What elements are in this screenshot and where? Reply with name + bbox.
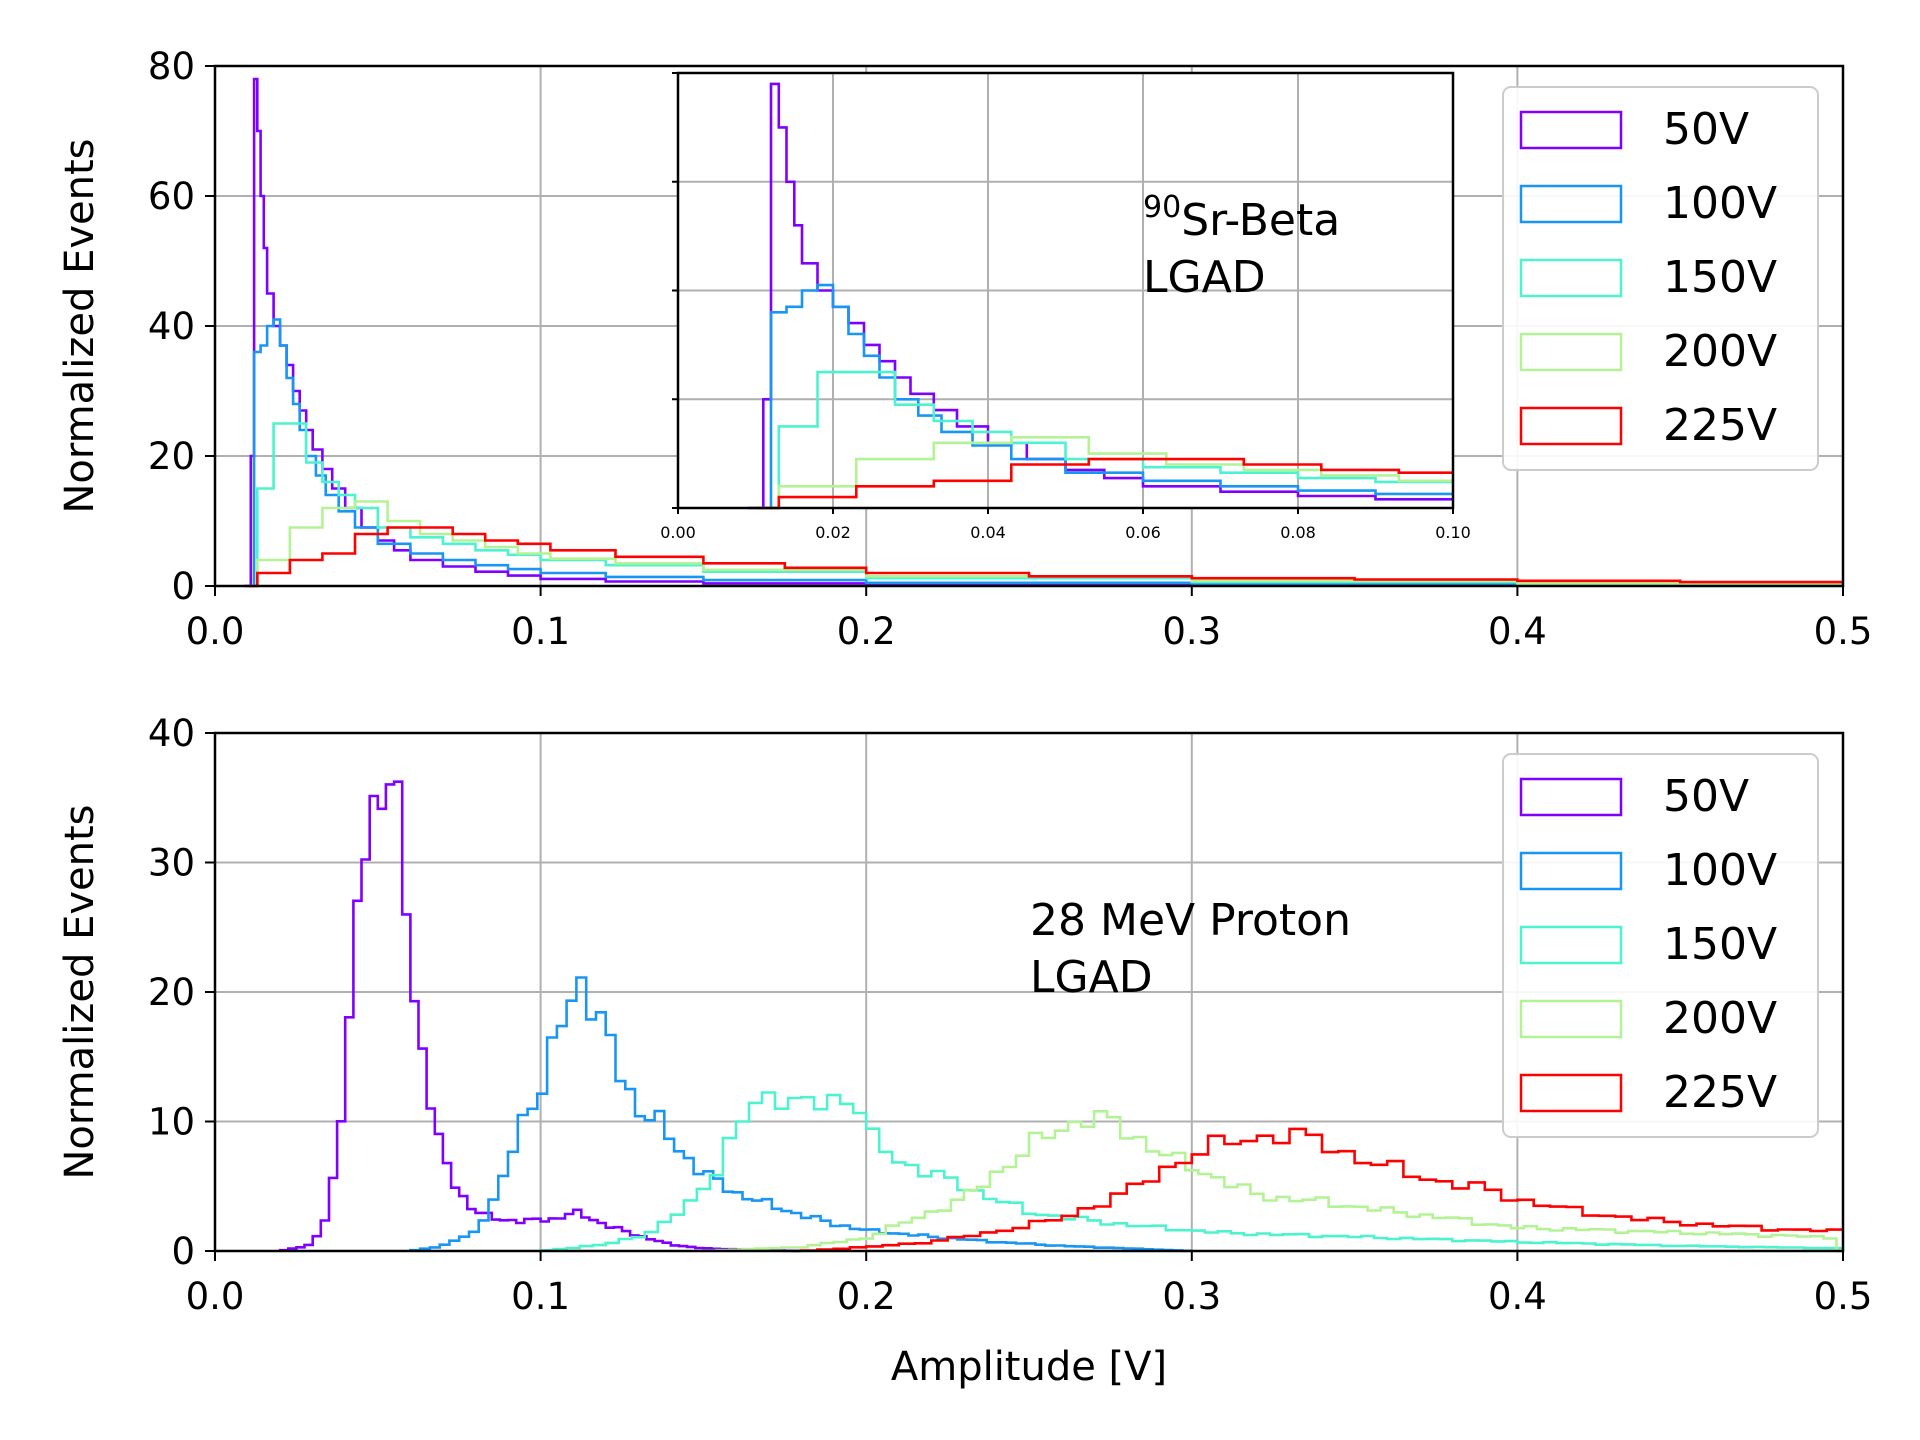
top-xtick-label: 0.1 <box>511 610 570 653</box>
inset-series-100V-step <box>755 283 1453 510</box>
top-legend-frame <box>1502 86 1819 471</box>
bottom-legend-swatch-200V <box>1519 999 1623 1039</box>
bottom-xtick-label: 0.0 <box>186 1275 245 1318</box>
inset-xtick-label: 0.04 <box>970 523 1006 542</box>
top-ytick-label: 40 <box>148 305 195 348</box>
top-ytick-label: 80 <box>148 45 195 88</box>
inset-xtick-label: 0.10 <box>1435 523 1471 542</box>
bottom-legend: 50V 100V 150V 200V 225V <box>1502 753 1819 1138</box>
bottom-xtick-label: 0.4 <box>1488 1275 1547 1318</box>
bottom-series-200V-step <box>702 1110 1843 1253</box>
bottom-ytick-label: 0 <box>171 1230 195 1273</box>
top-legend-swatch-200V <box>1519 332 1623 372</box>
bottom-legend-swatch-225V <box>1519 1073 1623 1113</box>
top-legend-swatch-225V <box>1519 406 1623 446</box>
top-legend-swatch-150V <box>1519 258 1623 298</box>
bottom-panel: 0.0 0.1 0.2 0.3 0.4 0.5 0 10 20 30 40 Normalized E… <box>57 712 1872 1390</box>
top-legend-label-200V: 200V <box>1663 326 1777 377</box>
inset-annotation-line2: LGAD <box>1143 252 1266 303</box>
top-xtick-label: 0.5 <box>1814 610 1873 653</box>
bottom-series-group <box>278 780 1843 1253</box>
bottom-ytick-label: 10 <box>148 1101 195 1144</box>
top-xtick-label: 0.4 <box>1488 610 1547 653</box>
top-xtick-label: 0.2 <box>837 610 896 653</box>
bottom-xtick-label: 0.1 <box>511 1275 570 1318</box>
top-xtick-label: 0.0 <box>186 610 245 653</box>
bottom-legend-label-225V: 225V <box>1663 1067 1777 1118</box>
top-legend-swatch-100V <box>1519 184 1623 224</box>
inset-series-group <box>747 82 1453 510</box>
top-legend-label-225V: 225V <box>1663 400 1777 451</box>
top-legend-label-100V: 100V <box>1663 178 1777 229</box>
isotope-mass-number: 90 <box>1143 190 1181 225</box>
top-legend-swatch-50V <box>1519 110 1623 150</box>
bottom-legend-items: 50V 100V 150V 200V 225V <box>1519 771 1777 1118</box>
top-legend: 50V 100V 150V 200V 225V <box>1502 86 1819 471</box>
inset-xtick-label: 0.00 <box>660 523 696 542</box>
bottom-legend-label-200V: 200V <box>1663 993 1777 1044</box>
top-ticks: 0.0 0.1 0.2 0.3 0.4 0.5 0 20 40 60 80 <box>148 45 1873 653</box>
top-ytick-label: 20 <box>148 435 195 478</box>
bottom-series-50V-step <box>278 780 802 1253</box>
top-legend-items: 50V 100V 150V 200V 225V <box>1519 104 1777 451</box>
top-xtick-label: 0.3 <box>1162 610 1221 653</box>
bottom-legend-swatch-50V <box>1519 777 1623 817</box>
inset-xtick-label: 0.08 <box>1280 523 1316 542</box>
top-ytick-label: 0 <box>171 565 195 608</box>
bottom-legend-label-100V: 100V <box>1663 845 1777 896</box>
top-series-group <box>244 77 1843 588</box>
top-series-225V-step <box>247 526 1843 588</box>
inset-plot: 0.00 0.02 0.04 0.06 0.08 0.10 90Sr-Beta LGAD <box>660 71 1471 542</box>
isotope-label: Sr-Beta <box>1181 195 1340 246</box>
top-series-100V-step <box>247 318 1843 588</box>
bottom-series-150V-step <box>539 1091 1843 1252</box>
bottom-legend-swatch-100V <box>1519 851 1623 891</box>
inset-xtick-label: 0.06 <box>1125 523 1161 542</box>
bottom-xtick-label: 0.2 <box>837 1275 896 1318</box>
bottom-ytick-label: 40 <box>148 712 195 755</box>
bottom-legend-label-50V: 50V <box>1663 771 1749 822</box>
bottom-y-axis-label: Normalized Events <box>57 805 103 1180</box>
inset-annotation-line1: 90Sr-Beta <box>1143 190 1340 246</box>
bottom-annotation-line1: 28 MeV Proton <box>1030 895 1351 946</box>
bottom-ytick-label: 20 <box>148 971 195 1014</box>
top-panel: 0.0 0.1 0.2 0.3 0.4 0.5 0 20 40 60 80 Normalized E… <box>57 45 1872 653</box>
bottom-annotation-line2: LGAD <box>1030 952 1153 1003</box>
inset-series-225V-step <box>755 457 1453 510</box>
top-ytick-label: 60 <box>148 175 195 218</box>
bottom-ticks: 0.0 0.1 0.2 0.3 0.4 0.5 0 10 20 30 40 <box>148 712 1873 1318</box>
inset-xtick-label: 0.02 <box>815 523 851 542</box>
top-y-axis-label: Normalized Events <box>57 139 103 514</box>
bottom-ytick-label: 30 <box>148 842 195 885</box>
top-legend-label-150V: 150V <box>1663 252 1777 303</box>
top-series-200V-step <box>247 500 1843 588</box>
top-legend-label-50V: 50V <box>1663 104 1749 155</box>
bottom-xtick-label: 0.3 <box>1162 1275 1221 1318</box>
bottom-series-100V-step <box>409 976 1192 1253</box>
bottom-legend-swatch-150V <box>1519 925 1623 965</box>
top-series-50V-step <box>244 77 1843 588</box>
bottom-x-axis-label: Amplitude [V] <box>891 1344 1167 1390</box>
inset-series-200V-step <box>755 436 1453 510</box>
bottom-legend-frame <box>1502 753 1819 1138</box>
bottom-legend-label-150V: 150V <box>1663 919 1777 970</box>
bottom-xtick-label: 0.5 <box>1814 1275 1873 1318</box>
bottom-series-225V-step <box>799 1127 1843 1252</box>
inset-ticks: 0.00 0.02 0.04 0.06 0.08 0.10 <box>660 72 1471 542</box>
